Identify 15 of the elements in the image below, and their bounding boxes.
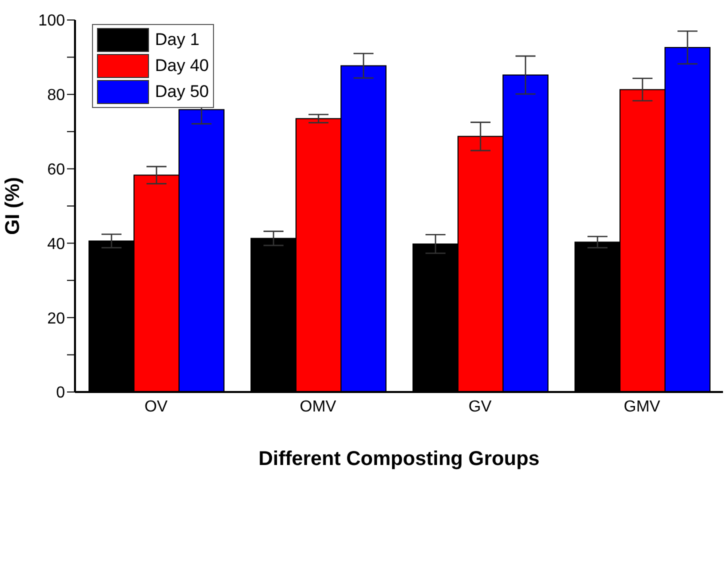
y-tick-label: 40 (47, 236, 66, 253)
y-tick-label: 60 (47, 161, 66, 178)
legend-label: Day 50 (155, 82, 209, 102)
y-tick-label: 100 (38, 12, 66, 30)
x-tick-label: OV (144, 398, 168, 416)
legend-label: Day 40 (155, 56, 209, 76)
y-tick-label: 20 (47, 310, 66, 328)
y-axis-title: GI (%) (2, 177, 24, 235)
x-tick-label: OMV (300, 398, 337, 416)
legend-label: Day 1 (155, 30, 200, 50)
y-tick-label: 80 (47, 87, 66, 104)
x-tick-label: GV (468, 398, 492, 416)
y-tick-label: 0 (56, 384, 66, 402)
x-tick-label: GMV (624, 398, 661, 416)
x-axis-title: Different Composting Groups (258, 448, 540, 470)
